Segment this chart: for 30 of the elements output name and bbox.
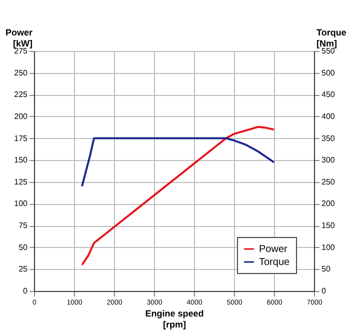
legend-label: Torque	[259, 257, 290, 268]
y-tick-label: 0	[23, 286, 28, 296]
y2-tick-label: 300	[322, 156, 336, 165]
y-tick-label: 100	[14, 199, 28, 208]
y2-tick-label: 450	[322, 90, 336, 100]
y2-tick-label: 100	[322, 242, 336, 252]
y2-axis-title: Torque [Nm]	[316, 28, 346, 48]
y-tick-label: 275	[14, 46, 28, 56]
y2-tick-label: 550	[322, 46, 336, 56]
y-tick-label: 150	[14, 156, 28, 165]
y-axis-title: Power [kW]	[5, 28, 33, 48]
x-axis-title: Engine speed [rpm]	[145, 308, 204, 330]
y2-tick-label: 400	[322, 112, 336, 121]
y2-tick-label: 350	[322, 134, 336, 143]
y-tick-label: 200	[14, 112, 28, 121]
y-tick-label: 50	[18, 242, 28, 252]
y-tick-label: 225	[14, 90, 28, 100]
y2-tick-label: 0	[322, 286, 326, 296]
y-tick-label: 175	[14, 134, 28, 143]
y-tick-label: 125	[14, 177, 28, 186]
y2-tick-label: 50	[322, 264, 331, 274]
y-tick-label: 75	[18, 221, 28, 230]
legend-label: Power	[259, 244, 288, 255]
line-series	[81, 137, 275, 188]
y-tick-label: 25	[18, 264, 28, 274]
y-tick-label: 250	[14, 68, 28, 78]
y2-tick-label: 150	[322, 221, 336, 230]
y2-tick-label: 500	[322, 68, 336, 78]
y2-tick-label: 200	[322, 199, 336, 208]
y2-tick-label: 250	[322, 177, 336, 186]
